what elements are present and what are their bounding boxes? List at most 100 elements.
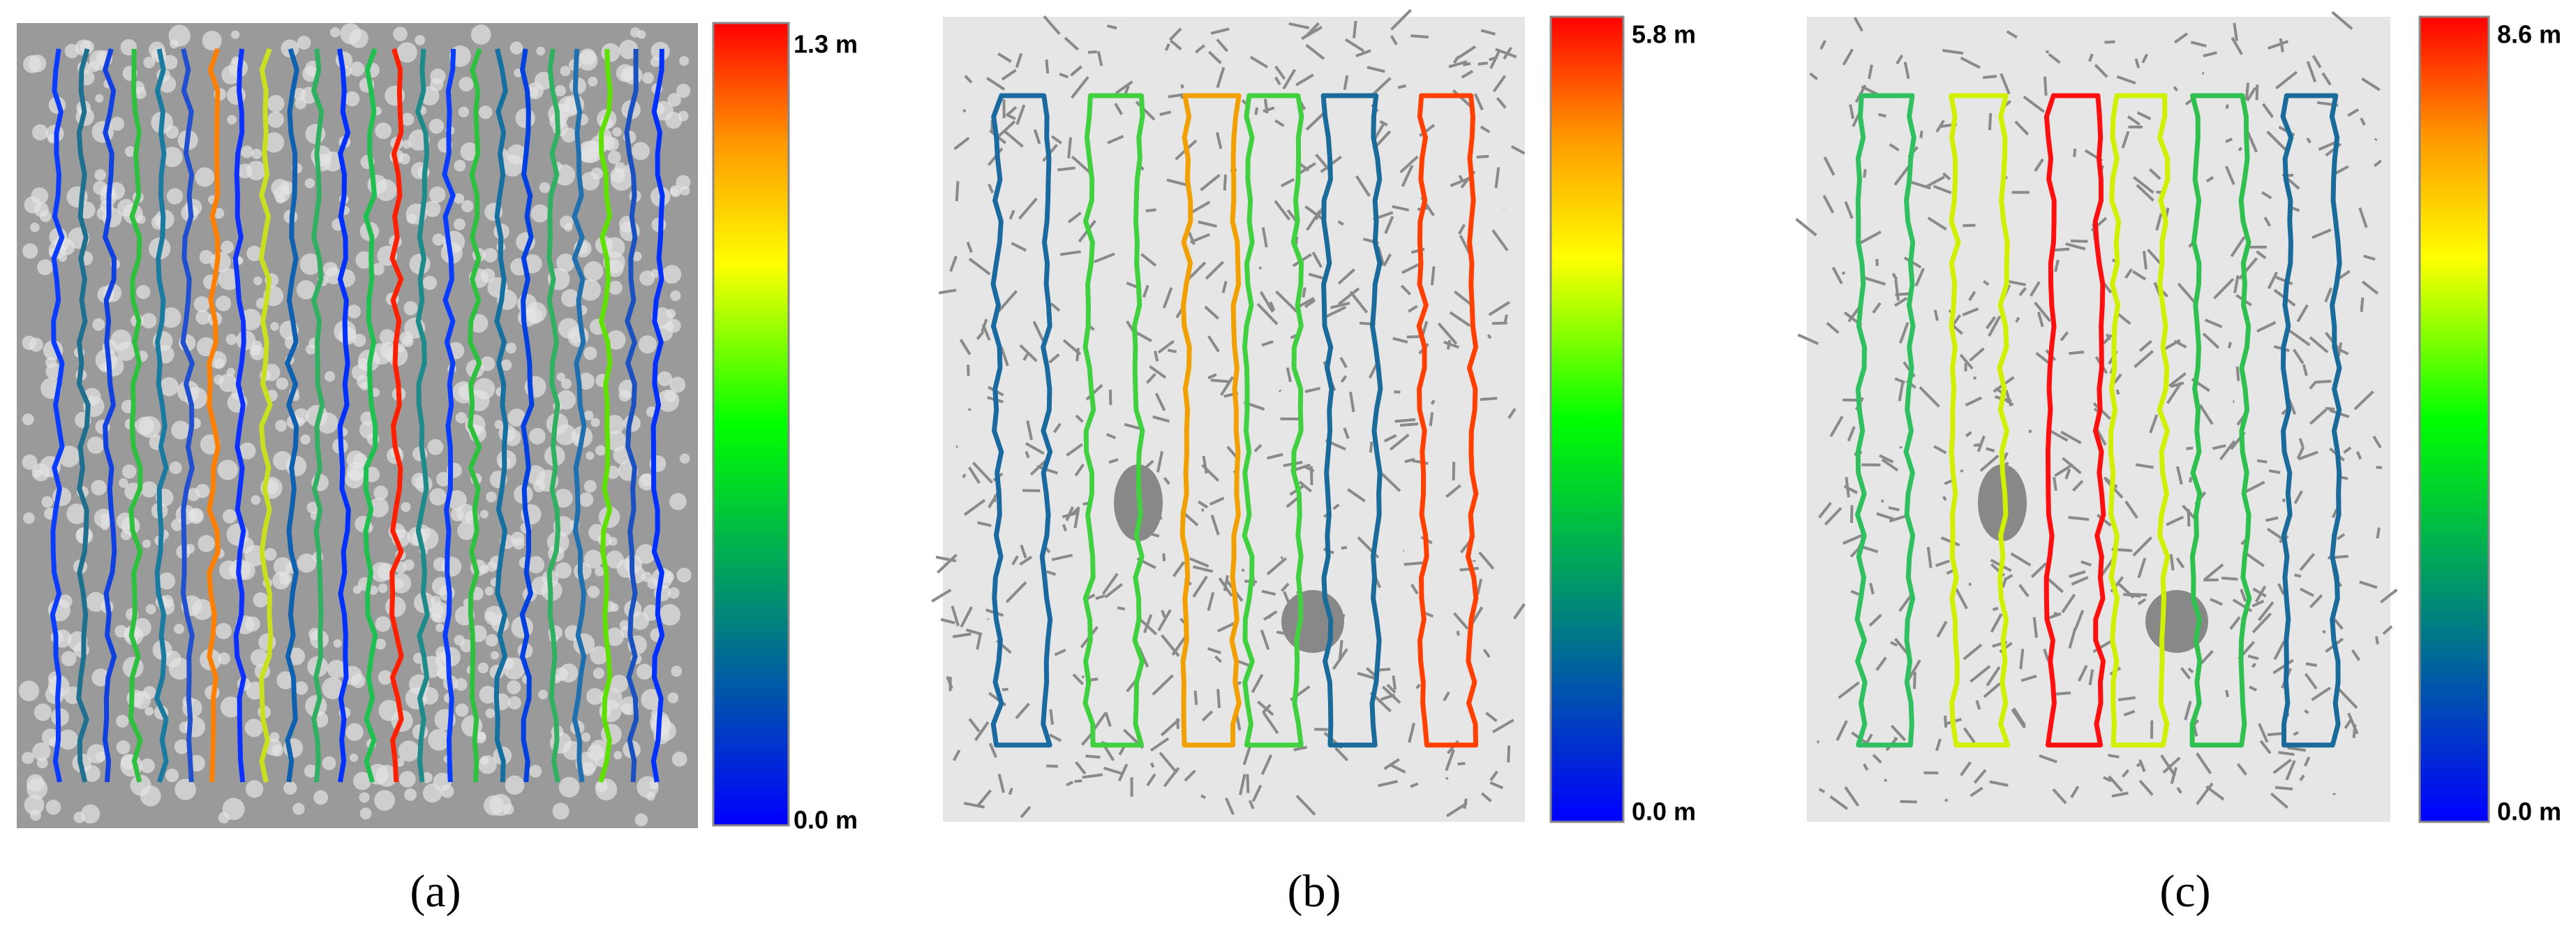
- canopy-gap: [1096, 50, 1103, 66]
- canopy-gap: [2292, 348, 2305, 365]
- tree-crown: [429, 488, 447, 506]
- tree-crown: [511, 531, 525, 546]
- map-texture: [18, 8, 2398, 827]
- canopy-gap: [2309, 381, 2317, 390]
- canopy-gap: [1075, 761, 1087, 775]
- canopy-gap: [1935, 738, 1942, 751]
- canopy-gap: [1103, 766, 1124, 776]
- canopy-gap: [2298, 438, 2305, 448]
- canopy-gap: [1339, 356, 1348, 369]
- canopy-gap: [1198, 500, 1209, 509]
- tree-crown: [91, 121, 114, 143]
- canopy-gap: [1019, 344, 1038, 362]
- canopy-gap: [1390, 8, 1412, 31]
- tree-crown: [595, 566, 605, 577]
- canopy-gap: [1192, 575, 1208, 598]
- canopy-gap: [2068, 627, 2077, 649]
- tree-crown: [610, 168, 626, 183]
- canopy-gap: [2257, 459, 2268, 464]
- tree-crown: [484, 586, 494, 596]
- canopy-gap: [1050, 302, 1061, 312]
- canopy-gap: [1489, 770, 1498, 781]
- tree-crown: [220, 696, 241, 718]
- canopy-gap: [2104, 40, 2115, 44]
- tree-crown: [226, 367, 235, 377]
- canopy-gap: [2309, 594, 2323, 609]
- canopy-gap: [2351, 649, 2361, 661]
- tree-crown: [630, 611, 650, 631]
- canopy-gap: [1891, 272, 1898, 281]
- canopy-gap: [2001, 577, 2008, 589]
- canopy-gap: [1269, 301, 1276, 311]
- canopy-gap: [2062, 457, 2082, 475]
- canopy-gap: [2186, 446, 2194, 450]
- canopy-gap: [1337, 220, 1344, 226]
- tree-crown: [650, 57, 661, 67]
- canopy-gap: [1384, 216, 1394, 235]
- tree-crown: [385, 352, 394, 362]
- canopy-gap: [1050, 135, 1063, 145]
- canopy-gap: [1842, 533, 1864, 545]
- tree-crown: [494, 420, 504, 429]
- canopy-gap: [2103, 776, 2112, 783]
- canopy-gap: [1449, 311, 1471, 327]
- canopy-gap: [2117, 696, 2136, 702]
- canopy-gap: [1018, 197, 1038, 220]
- canopy-gap: [1476, 154, 1489, 159]
- tree-crown: [608, 280, 623, 295]
- canopy-gap: [1408, 722, 1416, 743]
- tree-crown: [61, 651, 77, 667]
- canopy-gap: [1256, 302, 1279, 325]
- canopy-gap: [2000, 73, 2011, 95]
- canopy-gap: [2304, 672, 2318, 690]
- canopy-gap: [2131, 270, 2147, 281]
- canopy-gap: [1262, 712, 1279, 735]
- canopy-gap: [1259, 290, 1274, 313]
- tree-crown: [267, 111, 284, 128]
- tree-crown: [431, 612, 442, 622]
- canopy-gap: [1005, 581, 1027, 603]
- tree-crown: [553, 488, 573, 508]
- tree-crown: [227, 115, 237, 125]
- tree-crown: [604, 137, 619, 152]
- canopy-gap: [968, 718, 981, 732]
- canopy-gap: [1145, 373, 1156, 384]
- canopy-gap: [2288, 329, 2311, 346]
- canopy-gap: [1220, 376, 1234, 397]
- tree-crown: [577, 372, 595, 390]
- canopy-gap: [1898, 381, 1905, 402]
- canopy-gap: [1062, 510, 1080, 519]
- canopy-gap: [2127, 115, 2141, 126]
- canopy-gap: [1095, 594, 1105, 601]
- canopy-gap: [2015, 316, 2020, 323]
- canopy-gap: [1836, 720, 1848, 742]
- canopy-gap: [2324, 287, 2333, 303]
- tree-crown: [590, 739, 609, 758]
- canopy-gap: [1288, 22, 1310, 29]
- tree-crown: [273, 450, 292, 471]
- canopy-gap: [1295, 795, 1316, 816]
- tree-crown: [608, 536, 618, 546]
- canopy-gap: [2331, 508, 2338, 518]
- canopy-gap: [1152, 415, 1170, 423]
- canopy-gap: [1146, 773, 1156, 787]
- tree-crown: [583, 480, 597, 493]
- canopy-gap: [1844, 201, 1854, 219]
- canopy-gap: [1304, 387, 1320, 393]
- tree-crown: [639, 270, 655, 286]
- canopy-gap: [1489, 781, 1504, 790]
- canopy-gap: [1162, 553, 1166, 561]
- tree-crown: [169, 461, 182, 475]
- canopy-gap: [1933, 445, 1947, 455]
- tree-crown: [556, 372, 565, 381]
- canopy-gap: [1209, 496, 1225, 506]
- canopy-gap: [1263, 98, 1269, 114]
- canopy-gap: [2233, 22, 2238, 41]
- tree-crown: [632, 142, 650, 161]
- tree-crown: [91, 668, 110, 687]
- canopy-gap: [2353, 390, 2374, 411]
- canopy-gap: [1936, 621, 1948, 638]
- canopy-gap: [1161, 610, 1166, 618]
- canopy-gap: [1334, 746, 1349, 762]
- canopy-gap: [2376, 527, 2381, 539]
